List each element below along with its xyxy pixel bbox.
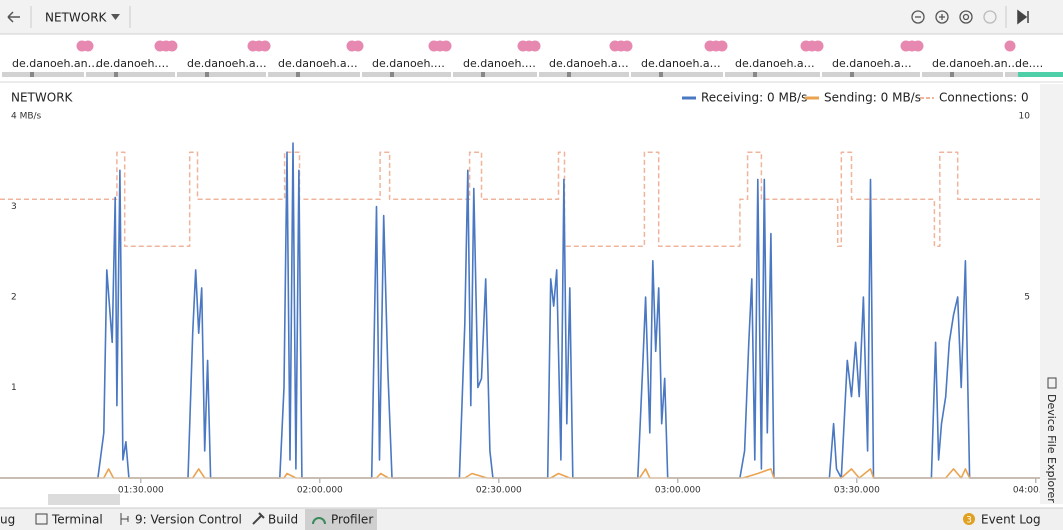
event-bar-mark [296, 72, 300, 77]
event-dot [800, 40, 812, 52]
event-bar [539, 72, 629, 77]
event-bar [725, 72, 820, 77]
event-lane: de.danoeh.an…de.danoeh.… de.danoeh.a… de.d… [2, 40, 1063, 77]
event-log-tab[interactable]: Event Log [981, 513, 1041, 527]
event-bar [922, 72, 1003, 77]
event-label: de.danoeh.… [463, 57, 536, 70]
scrollbar-thumb[interactable] [48, 494, 120, 505]
tool-tab[interactable]: Profiler [331, 513, 373, 527]
tool-tab[interactable]: ug [0, 513, 15, 527]
plot-area [0, 142, 1040, 479]
series-line [0, 468, 1040, 479]
event-bar-mark [753, 72, 757, 77]
x-tick-label: 03:00.000 [655, 486, 701, 496]
y-tick-label: 3 [11, 202, 17, 212]
event-bar-mark [481, 72, 485, 77]
event-bar-active [1018, 72, 1063, 77]
y-tick-label: 4 MB/s [11, 112, 42, 122]
event-label: de.danoeh.a… [187, 57, 267, 70]
y-tick-label: 1 [11, 383, 17, 393]
y2-tick-label: 10 [1019, 112, 1031, 122]
event-dot [154, 40, 166, 52]
event-label: de.danoeh.… [96, 57, 169, 70]
x-tick-label: 01:30.000 [118, 486, 164, 496]
event-bar [86, 72, 175, 77]
side-strip [1040, 84, 1063, 504]
terminal-icon [35, 513, 48, 525]
event-bar-mark [659, 72, 663, 77]
event-label: de.… [1015, 57, 1043, 70]
reset-zoom[interactable] [959, 10, 973, 24]
event-label: de.danoeh.… [372, 57, 445, 70]
side-panel-tab[interactable]: Device File Explorer [1045, 394, 1058, 503]
tool-tab[interactable]: Terminal [51, 513, 103, 527]
event-label: de.danoeh.a… [735, 57, 815, 70]
event-dot [346, 40, 358, 52]
build-icon [252, 512, 265, 525]
profiler-dropdown[interactable]: NETWORK [45, 11, 108, 25]
zoom-in[interactable] [935, 10, 949, 24]
legend-label: Connections: 0 [939, 91, 1029, 105]
tool-window-bar [0, 508, 1063, 530]
go-live[interactable] [1017, 9, 1029, 25]
event-bar-mark [390, 72, 394, 77]
event-label: de.danoeh.a… [549, 57, 629, 70]
y2-tick-label: 5 [1024, 293, 1030, 303]
y-tick-label: 2 [11, 293, 17, 303]
event-bar [2, 72, 84, 77]
x-tick-label: 02:30.000 [476, 486, 522, 496]
event-bar [362, 72, 451, 77]
event-bar-mark [950, 72, 954, 77]
chart-title: NETWORK [11, 91, 74, 105]
active-tab-bg [305, 509, 377, 530]
event-bar [822, 72, 920, 77]
zoom-to-selection[interactable] [983, 10, 997, 24]
toolbar [0, 0, 1063, 34]
event-bar-mark [850, 72, 854, 77]
x-tick-label: 03:30.000 [834, 486, 880, 496]
event-label: de.danoeh.a… [832, 57, 912, 70]
event-bar-mark [114, 72, 118, 77]
event-bar-mark [567, 72, 571, 77]
profiler-icon [312, 517, 326, 525]
event-badge [963, 513, 975, 525]
event-bar [177, 72, 266, 77]
dropdown-arrow[interactable] [111, 14, 120, 20]
event-label: de.danoeh.an… [932, 57, 1019, 70]
legend-label: Sending: 0 MB/s [824, 91, 921, 105]
event-bar [268, 72, 360, 77]
network-chart: NETWORK 1 2 3 4 MB/s 5 10 01:30.000 02:00.000 02… [0, 91, 1059, 496]
event-dot [76, 40, 88, 52]
event-dot [428, 40, 440, 52]
event-dot [900, 40, 912, 52]
legend-label: Receiving: 0 MB/s [701, 91, 807, 105]
event-bar [453, 72, 537, 77]
event-dot [247, 40, 259, 52]
tool-tab[interactable]: 9: Version Control [135, 513, 242, 527]
event-label: de.danoeh.a… [641, 57, 721, 70]
event-bar-mark [30, 72, 34, 77]
x-tick-label: 02:00.000 [297, 486, 343, 496]
series-line [0, 151, 1040, 248]
event-bar-mark [205, 72, 209, 77]
series-line [0, 142, 1040, 479]
event-dot [704, 40, 716, 52]
back-button[interactable] [7, 11, 20, 23]
event-dot [517, 40, 529, 52]
event-dot [609, 40, 621, 52]
side-icon [1047, 377, 1057, 389]
zoom-out[interactable] [911, 10, 925, 24]
tool-tab[interactable]: Build [268, 513, 298, 527]
event-bar [631, 72, 723, 77]
event-dot [1004, 40, 1016, 52]
event-label: de.danoeh.an… [12, 57, 99, 70]
x-tick-label: 04:00.000 [1013, 486, 1059, 496]
vcs-icon [120, 513, 129, 525]
event-count: 3 [966, 516, 972, 526]
event-label: de.danoeh.a… [278, 57, 358, 70]
